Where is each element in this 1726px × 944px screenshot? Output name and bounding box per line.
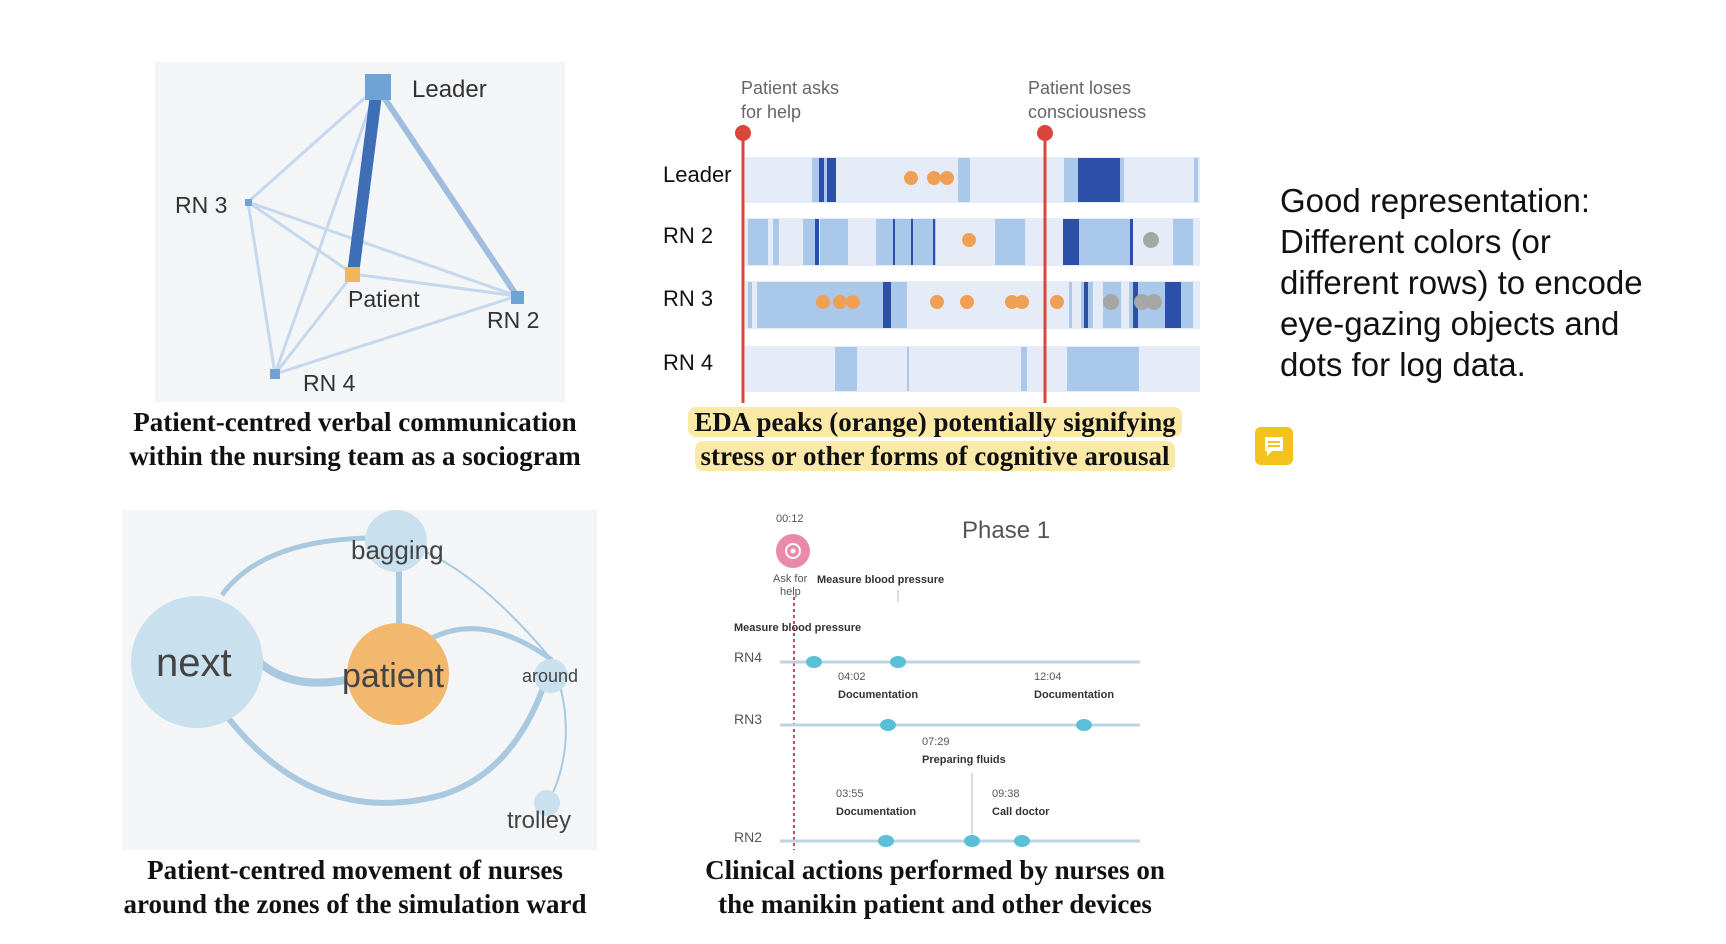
eda-caption-line-2: stress or other forms of cognitive arous… bbox=[694, 441, 1176, 471]
row-label-rn3: RN3 bbox=[734, 711, 762, 727]
sociogram-diagram: Leader RN 3 Patient RN 2 RN 4 bbox=[155, 62, 565, 402]
edge-rn3-rn4 bbox=[246, 201, 277, 375]
label-leader: Leader bbox=[412, 76, 487, 103]
node-leader bbox=[365, 74, 391, 100]
time-0729: 07:29 bbox=[922, 736, 950, 748]
eda-row-label-rn2: RN 2 bbox=[663, 223, 713, 248]
edge-leader-rn2 bbox=[374, 85, 520, 298]
alarm-icon-core bbox=[790, 548, 796, 554]
node-rn2 bbox=[511, 291, 524, 304]
label-call-doctor: Call doctor bbox=[992, 806, 1050, 818]
movement-caption-line-1: Patient-centred movement of nurses bbox=[147, 855, 563, 885]
label-trolley: trolley bbox=[507, 807, 571, 834]
movement-diagram: bagging next patient around trolley bbox=[122, 510, 597, 850]
edge-rn3-patient bbox=[247, 200, 354, 276]
edge-rn4-rn2 bbox=[274, 294, 518, 376]
edge-rn4-patient bbox=[273, 273, 355, 375]
movement-caption: Patient-centred movement of nurses aroun… bbox=[85, 853, 625, 921]
clinical-caption: Clinical actions performed by nurses on … bbox=[660, 853, 1210, 921]
eda-caption: EDA peaks (orange) potentially signifyin… bbox=[660, 405, 1210, 473]
side-note-line-3: different rows) to encode bbox=[1280, 264, 1643, 301]
time-1204: 12:04 bbox=[1034, 671, 1062, 683]
sociogram-caption: Patient-centred verbal communication wit… bbox=[95, 405, 615, 473]
label-measure-bp-left: Measure blood pressure bbox=[734, 622, 861, 634]
action-dots bbox=[806, 656, 1092, 847]
eda-segments-rn4 bbox=[835, 347, 1139, 391]
node-trolley bbox=[534, 790, 560, 816]
side-note-line-2: Different colors (or bbox=[1280, 223, 1551, 260]
label-bagging: bagging bbox=[351, 535, 444, 565]
eda-peaks bbox=[816, 171, 1064, 309]
label-rn3: RN 3 bbox=[175, 192, 227, 218]
eda-row-label-rn3: RN 3 bbox=[663, 286, 713, 311]
event-1-label-line-2: for help bbox=[741, 102, 801, 122]
time-0402: 04:02 bbox=[838, 671, 866, 683]
node-patient-zone bbox=[347, 623, 449, 725]
label-rn2: RN 2 bbox=[487, 307, 539, 333]
row-label-rn2: RN2 bbox=[734, 829, 762, 845]
side-note-line-5: dots for log data. bbox=[1280, 346, 1526, 383]
event-2-label-line-2: consciousness bbox=[1028, 102, 1146, 122]
label-next: next bbox=[156, 641, 232, 685]
label-around: around bbox=[522, 666, 578, 686]
edge-leader-rn3 bbox=[247, 85, 378, 204]
label-rn4: RN 4 bbox=[303, 370, 356, 396]
sociogram-caption-line-1: Patient-centred verbal communication bbox=[133, 407, 577, 437]
label-doc-1: Documentation bbox=[838, 689, 918, 701]
label-doc-3: Documentation bbox=[836, 806, 916, 818]
eda-timeline: Patient asks for help Patient loses cons… bbox=[663, 78, 1200, 403]
event-1-marker bbox=[735, 125, 751, 141]
eda-caption-line-1-wrap: EDA peaks (orange) potentially signifyin… bbox=[660, 405, 1210, 439]
node-rn4 bbox=[270, 369, 280, 379]
eda-caption-line-1: EDA peaks (orange) potentially signifyin… bbox=[688, 407, 1182, 437]
node-around bbox=[534, 659, 568, 693]
ask-label-line-2: help bbox=[780, 586, 801, 598]
label-preparing-fluids: Preparing fluids bbox=[922, 754, 1006, 766]
comment-icon-glyph bbox=[1265, 437, 1283, 456]
label-doc-2: Documentation bbox=[1034, 689, 1114, 701]
eda-segments-rn2 bbox=[748, 219, 1193, 265]
row-label-rn4: RN4 bbox=[734, 649, 762, 665]
eda-row-label-rn4: RN 4 bbox=[663, 350, 713, 375]
side-note-line-4: eye-gazing objects and bbox=[1280, 305, 1620, 342]
edge-leader-patient-strong bbox=[347, 86, 383, 275]
sociogram-caption-line-2: within the nursing team as a sociogram bbox=[129, 441, 581, 471]
eda-gray-dots bbox=[1103, 232, 1162, 310]
clinical-caption-line-2: the manikin patient and other devices bbox=[718, 889, 1152, 919]
ask-label-line-1: Ask for bbox=[773, 573, 808, 585]
node-next bbox=[131, 596, 263, 728]
edge-patient-rn2 bbox=[352, 272, 518, 298]
comment-icon[interactable] bbox=[1255, 427, 1293, 465]
edge-rn3-rn2 bbox=[247, 200, 518, 298]
event-1-label-line-1: Patient asks bbox=[741, 78, 839, 98]
label-measure-bp-top: Measure blood pressure bbox=[817, 574, 944, 586]
side-note-line-1: Good representation: bbox=[1280, 182, 1591, 219]
side-note: Good representation: Different colors (o… bbox=[1280, 180, 1643, 385]
eda-row-label-leader: Leader bbox=[663, 162, 732, 187]
label-patient: Patient bbox=[348, 286, 420, 312]
movement-caption-line-2: around the zones of the simulation ward bbox=[123, 889, 587, 919]
phase-title: Phase 1 bbox=[962, 517, 1050, 544]
time-0938: 09:38 bbox=[992, 788, 1020, 800]
event-2-marker bbox=[1037, 125, 1053, 141]
clinical-timeline: Phase 1 00:12 Ask for help Measure blood… bbox=[734, 513, 1140, 850]
clinical-caption-line-1: Clinical actions performed by nurses on bbox=[705, 855, 1165, 885]
eda-caption-line-2-wrap: stress or other forms of cognitive arous… bbox=[660, 439, 1210, 473]
eda-segments-leader bbox=[812, 158, 1198, 202]
time-0355: 03:55 bbox=[836, 788, 864, 800]
ask-time: 00:12 bbox=[776, 513, 804, 525]
node-rn3 bbox=[245, 199, 252, 206]
event-2-label-line-1: Patient loses bbox=[1028, 78, 1131, 98]
label-patient-zone: patient bbox=[342, 657, 445, 695]
node-patient bbox=[345, 267, 360, 282]
alarm-icon-ring bbox=[785, 543, 801, 559]
node-bagging bbox=[365, 510, 427, 572]
